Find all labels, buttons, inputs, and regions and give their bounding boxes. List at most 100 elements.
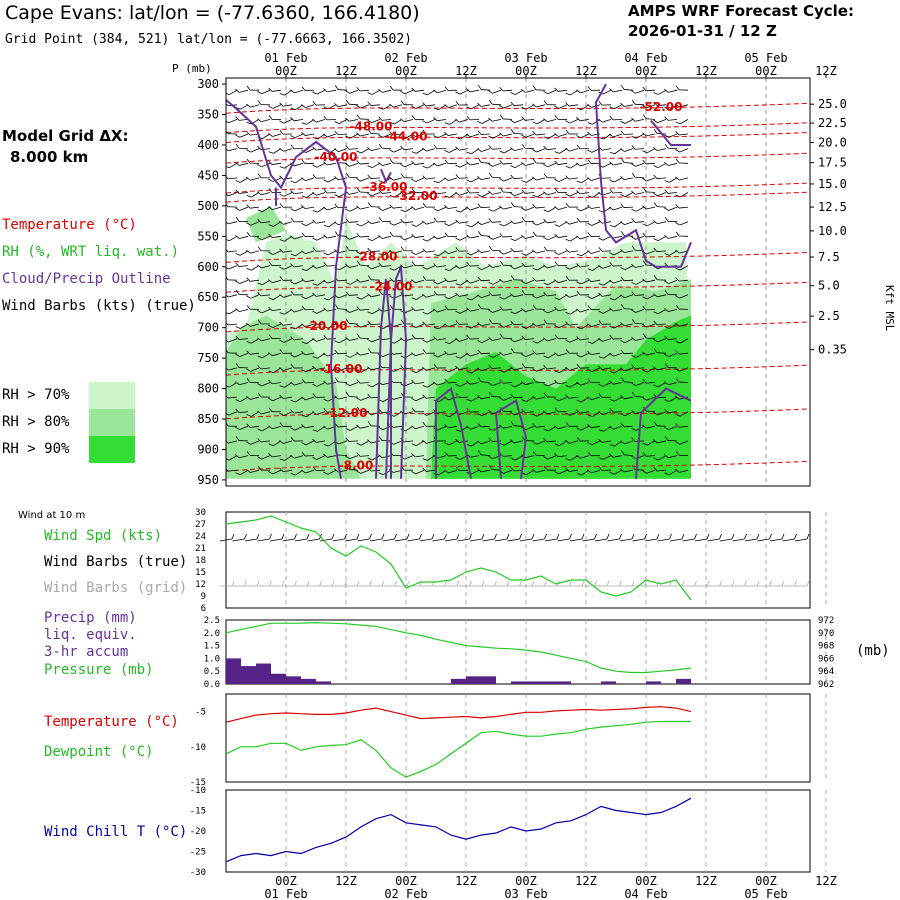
wind-barb: [521, 262, 535, 267]
wind-barb: [675, 85, 689, 91]
wind-barb-grid: [607, 580, 622, 587]
bottom-date-label: 05 Feb: [744, 887, 787, 900]
wind-barb: [543, 309, 557, 314]
wind-barb: [576, 263, 590, 268]
wind-barb: [631, 382, 645, 386]
wind-barb: [664, 381, 678, 386]
wind-barb: [510, 101, 524, 106]
wind-barb: [653, 366, 667, 371]
wind-barb: [455, 320, 469, 325]
wind-barb: [433, 279, 447, 285]
pressure-tick-label: 650: [197, 290, 219, 304]
wind-barb: [301, 86, 315, 91]
wind-barb: [488, 263, 502, 268]
bottom-time-tick-label: 00Z: [755, 874, 777, 888]
wind-barb: [499, 333, 513, 339]
wind-barb: [422, 192, 436, 197]
wind-barb: [433, 235, 447, 240]
wind-barb: [367, 119, 381, 123]
windchill-ytick-label: -30: [190, 868, 206, 878]
height-tick-label: 5.0: [818, 279, 840, 293]
wind-barb: [510, 439, 524, 444]
wind-barb: [488, 382, 502, 386]
wind-barb: [488, 162, 502, 167]
wind-barb-grid: [470, 580, 485, 587]
wind-barb: [565, 411, 579, 416]
wind-barb: [389, 265, 403, 271]
wind-barb: [246, 192, 260, 198]
wind-barb: [378, 189, 392, 194]
wind-barb-true: [657, 533, 672, 542]
pressure-tick-label: 300: [197, 77, 219, 91]
wind-barb: [246, 411, 260, 417]
wind-barb: [290, 363, 304, 369]
wind-barb: [345, 465, 359, 471]
wind-barb: [235, 133, 249, 138]
pressure-tick-label: 550: [197, 229, 219, 243]
wind-barb: [653, 220, 667, 225]
wind-barb: [642, 333, 656, 339]
wind-barb: [587, 378, 601, 384]
wind-barb: [543, 455, 557, 460]
top-time-tick-label: 12Z: [455, 64, 477, 78]
wind-barb: [631, 190, 645, 195]
wind-barb: [598, 247, 612, 252]
wind-speed-line: [225, 515, 692, 601]
wind-barb: [609, 188, 623, 194]
wind-barb: [411, 407, 424, 413]
wind-barb: [422, 119, 436, 124]
wind-barb: [345, 409, 359, 414]
wind-barb: [521, 396, 535, 402]
wind-barb: [621, 377, 634, 383]
wind-barb: [532, 377, 546, 383]
wind-barb: [226, 309, 227, 311]
wind-barb: [444, 411, 458, 418]
wind-barb: [389, 148, 403, 153]
wind-barb: [675, 468, 689, 473]
wind-barb: [290, 381, 304, 386]
wind-barb: [675, 192, 689, 198]
wind-barb: [279, 162, 293, 169]
wind-barb: [301, 396, 315, 401]
wind-barb-true: [594, 533, 610, 542]
wind-barb: [345, 318, 359, 325]
wind-barb: [587, 411, 601, 417]
wind-barb: [257, 365, 271, 370]
wind-barb: [510, 202, 524, 208]
wind-barb: [510, 275, 524, 281]
wind-barb: [642, 221, 656, 227]
wind-barb: [609, 261, 623, 267]
wind-barb-grid: [782, 580, 797, 587]
wind-barb-grid: [732, 580, 747, 587]
wind-barb: [565, 129, 578, 135]
wind-barb-grid: [495, 580, 510, 587]
wind-barb: [621, 450, 634, 456]
wind-ytick-label: 21: [195, 544, 206, 554]
wind-barb: [620, 203, 634, 208]
wind-barb: [510, 309, 524, 315]
wind-barb: [510, 293, 524, 298]
wind-barb: [301, 232, 315, 238]
wind-barb: [246, 221, 260, 226]
wind-barb: [400, 118, 414, 123]
wind-barb: [642, 104, 656, 109]
wind-barb: [631, 89, 645, 94]
wind-barb: [226, 250, 227, 255]
wind-barb: [565, 275, 578, 281]
cloud-precip-outline: [650, 119, 691, 146]
model-grid-value: 8.000 km: [10, 148, 89, 166]
wind-barb: [235, 162, 249, 166]
wind-barb: [257, 465, 271, 471]
wind-barb-grid: [620, 580, 635, 587]
wind-barb: [609, 250, 623, 256]
wind-barb: [257, 410, 271, 415]
wind-barb: [576, 250, 590, 257]
wind-barb: [499, 351, 513, 356]
wind-barb: [653, 89, 667, 95]
pressure-tick-label: 950: [197, 473, 219, 487]
precip-bar: [241, 666, 256, 684]
wind-barb: [301, 278, 315, 283]
wind-barb: [290, 323, 304, 330]
wind-barb: [554, 367, 568, 374]
wind-barb: [400, 235, 414, 241]
